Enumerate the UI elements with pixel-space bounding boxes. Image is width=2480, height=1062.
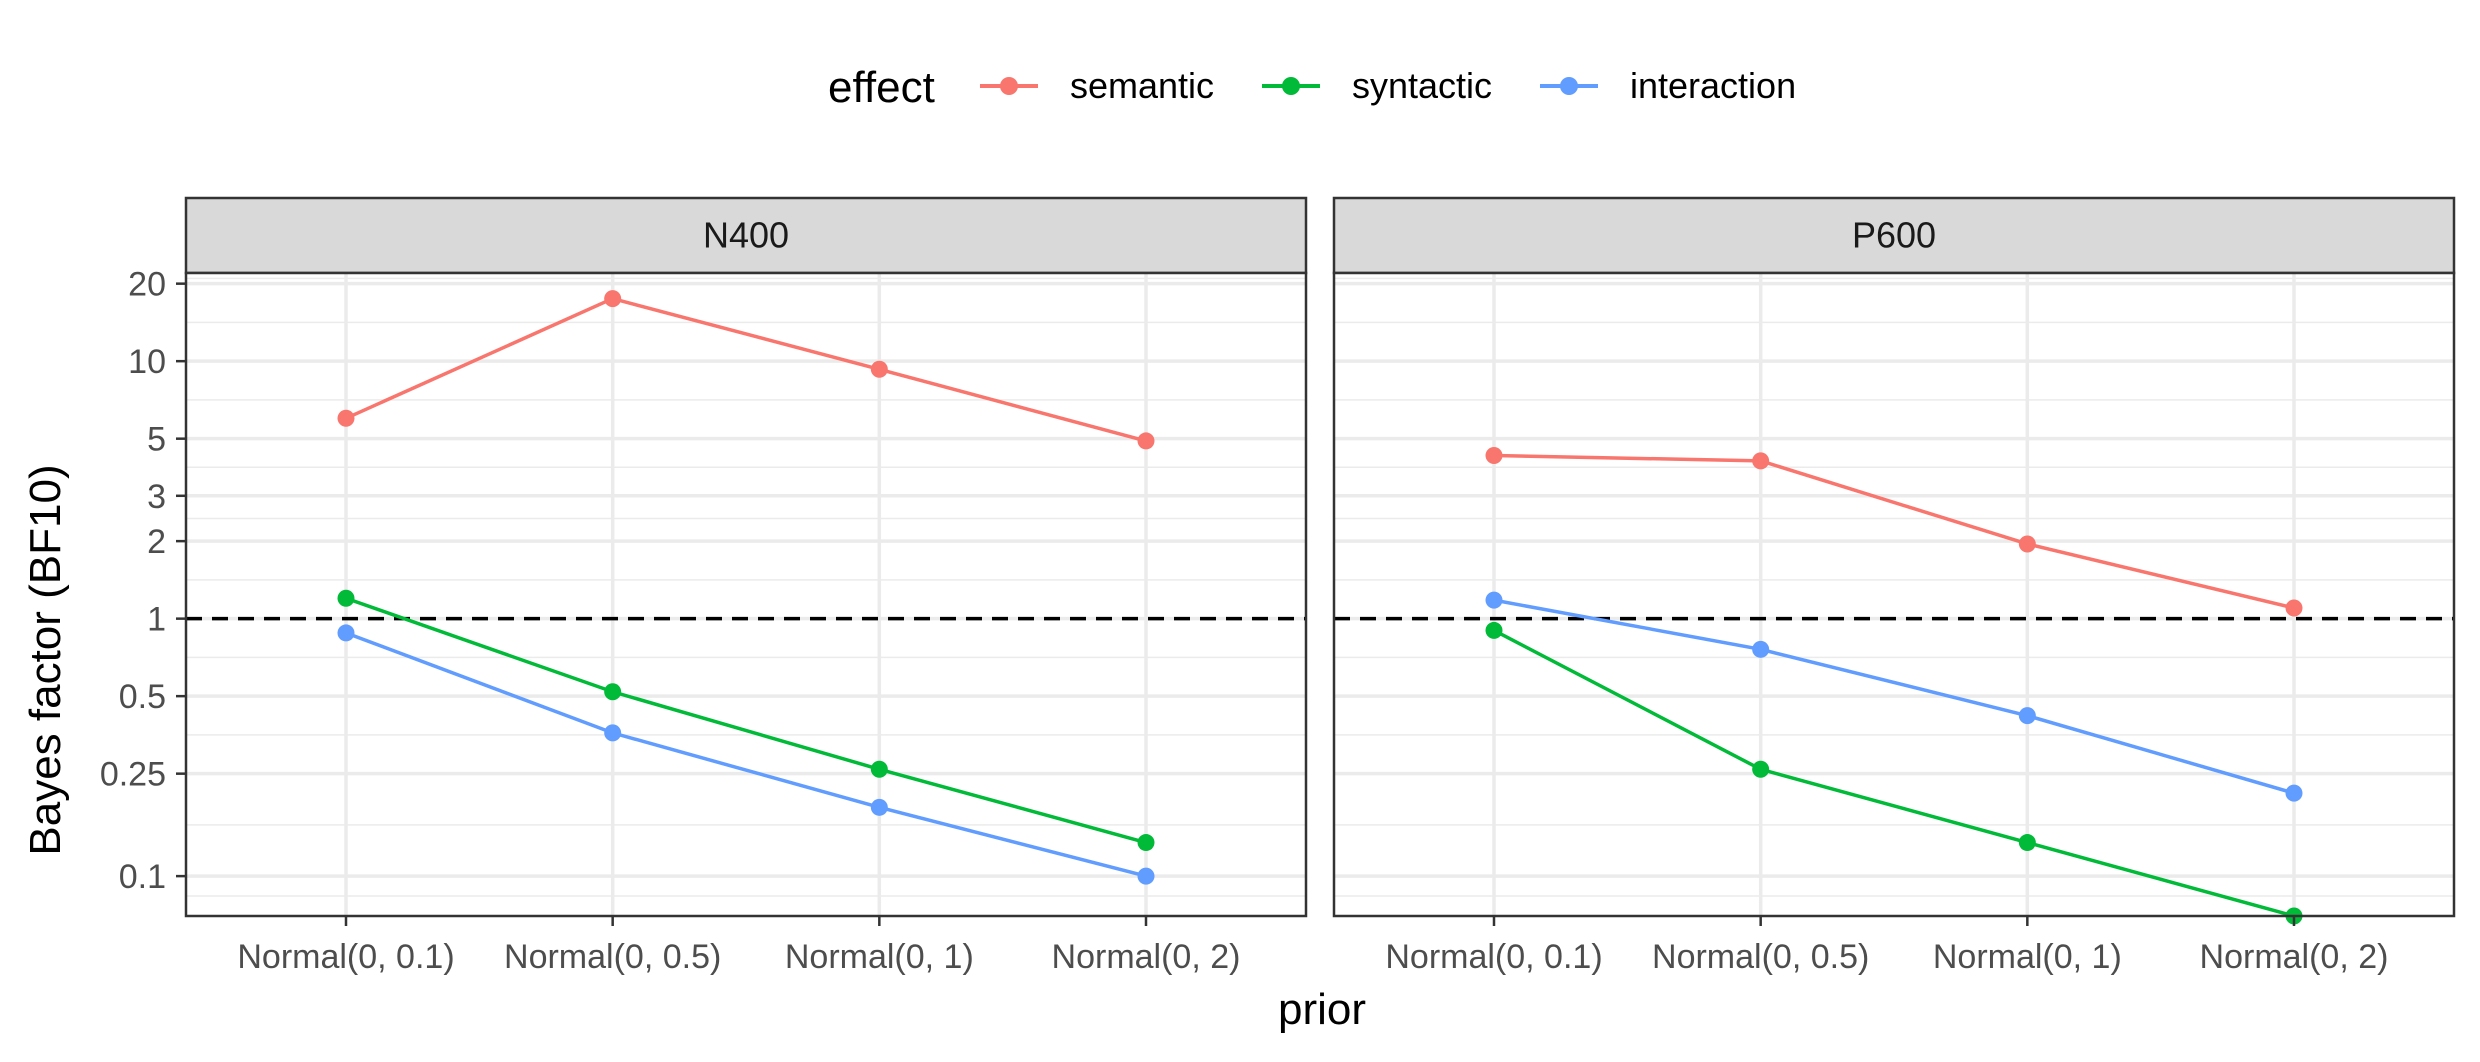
data-point-syntactic	[870, 760, 888, 778]
data-point-syntactic	[337, 589, 355, 607]
legend-entry-semantic: semantic	[980, 65, 1214, 106]
series-syntactic	[337, 589, 1155, 852]
legend-label-semantic: semantic	[1070, 65, 1214, 106]
legend-label-interaction: interaction	[1630, 65, 1796, 106]
legend-entry-interaction: interaction	[1540, 65, 1796, 106]
data-point-interaction	[604, 724, 622, 742]
series-line-semantic	[1493, 453, 2295, 610]
data-point-semantic	[1137, 432, 1155, 450]
legend-entry-syntactic: syntactic	[1262, 65, 1492, 106]
y-tick-label: 20	[128, 266, 166, 304]
y-tick-label: 3	[147, 478, 166, 516]
data-point-interaction	[1485, 591, 1503, 609]
data-point-interaction	[337, 624, 355, 642]
data-point-syntactic	[2018, 834, 2036, 852]
plot-background	[186, 273, 1306, 916]
data-point-semantic	[2285, 599, 2303, 617]
x-axis: Normal(0, 0.1) Normal(0, 0.5) Normal(0, 1)…	[237, 916, 1240, 976]
grid-lines	[186, 273, 1306, 916]
series-semantic	[1485, 447, 2303, 617]
panel-title: P600	[1852, 215, 1936, 256]
x-tick-label: Normal(0, 0.5)	[504, 938, 721, 976]
panel-title: N400	[703, 215, 789, 256]
data-point-interaction	[2018, 707, 2036, 725]
data-point-syntactic	[1137, 834, 1155, 852]
series-line-syntactic	[1493, 628, 2295, 918]
legend-label-syntactic: syntactic	[1352, 65, 1492, 106]
data-point-interaction	[870, 798, 888, 816]
x-tick-label: Normal(0, 2)	[2200, 938, 2389, 976]
series-line-semantic	[345, 296, 1147, 443]
legend-key-point	[1000, 77, 1018, 95]
series-interaction	[337, 624, 1155, 885]
y-tick-label: 1	[147, 601, 166, 639]
data-point-interaction	[1137, 867, 1155, 885]
x-tick-label: Normal(0, 2)	[1052, 938, 1241, 976]
y-tick-label: 2	[147, 523, 166, 561]
legend-key-point	[1282, 77, 1300, 95]
data-point-syntactic	[1752, 760, 1770, 778]
series-semantic	[337, 290, 1155, 450]
y-tick-label: 10	[128, 343, 166, 381]
series-line-interaction	[345, 631, 1147, 878]
panel-border	[1332, 271, 2456, 918]
legend-key-point	[1560, 77, 1578, 95]
series-syntactic	[1485, 621, 2303, 925]
data-point-semantic	[2018, 535, 2036, 553]
x-axis-title: prior	[1278, 985, 1366, 1034]
data-point-semantic	[1485, 447, 1503, 465]
x-tick-label: Normal(0, 0.1)	[237, 938, 454, 976]
x-tick-label: Normal(0, 0.1)	[1385, 938, 1602, 976]
plot-background	[1334, 273, 2454, 916]
data-point-syntactic	[1485, 621, 1503, 639]
data-point-interaction	[2285, 784, 2303, 802]
x-tick-label: Normal(0, 0.5)	[1652, 938, 1869, 976]
data-point-semantic	[604, 290, 622, 308]
x-axis: Normal(0, 0.1) Normal(0, 0.5) Normal(0, 1)…	[1385, 916, 2388, 976]
y-axis: 0.1 0.25 0.5 1 2 3 5 10 20	[100, 266, 186, 896]
series-interaction	[1485, 591, 2303, 802]
y-tick-label: 0.25	[100, 756, 166, 794]
x-tick-label: Normal(0, 1)	[1933, 938, 2122, 976]
data-point-semantic	[337, 409, 355, 427]
y-tick-label: 0.1	[119, 858, 166, 896]
grid-lines	[1334, 273, 2454, 916]
x-tick-label: Normal(0, 1)	[785, 938, 974, 976]
data-point-semantic	[870, 360, 888, 378]
data-point-interaction	[1752, 640, 1770, 658]
data-point-syntactic	[604, 683, 622, 701]
legend: effect semantic syntactic interaction	[828, 63, 1796, 112]
series-line-interaction	[1493, 598, 2295, 795]
series-line-syntactic	[345, 596, 1147, 845]
legend-title: effect	[828, 63, 935, 112]
y-tick-label: 0.5	[119, 678, 166, 716]
data-point-semantic	[1752, 452, 1770, 470]
y-axis-title: Bayes factor (BF10)	[21, 464, 70, 855]
panel-strip	[184, 196, 1308, 275]
panel-border	[184, 271, 1308, 918]
y-tick-label: 5	[147, 421, 166, 459]
